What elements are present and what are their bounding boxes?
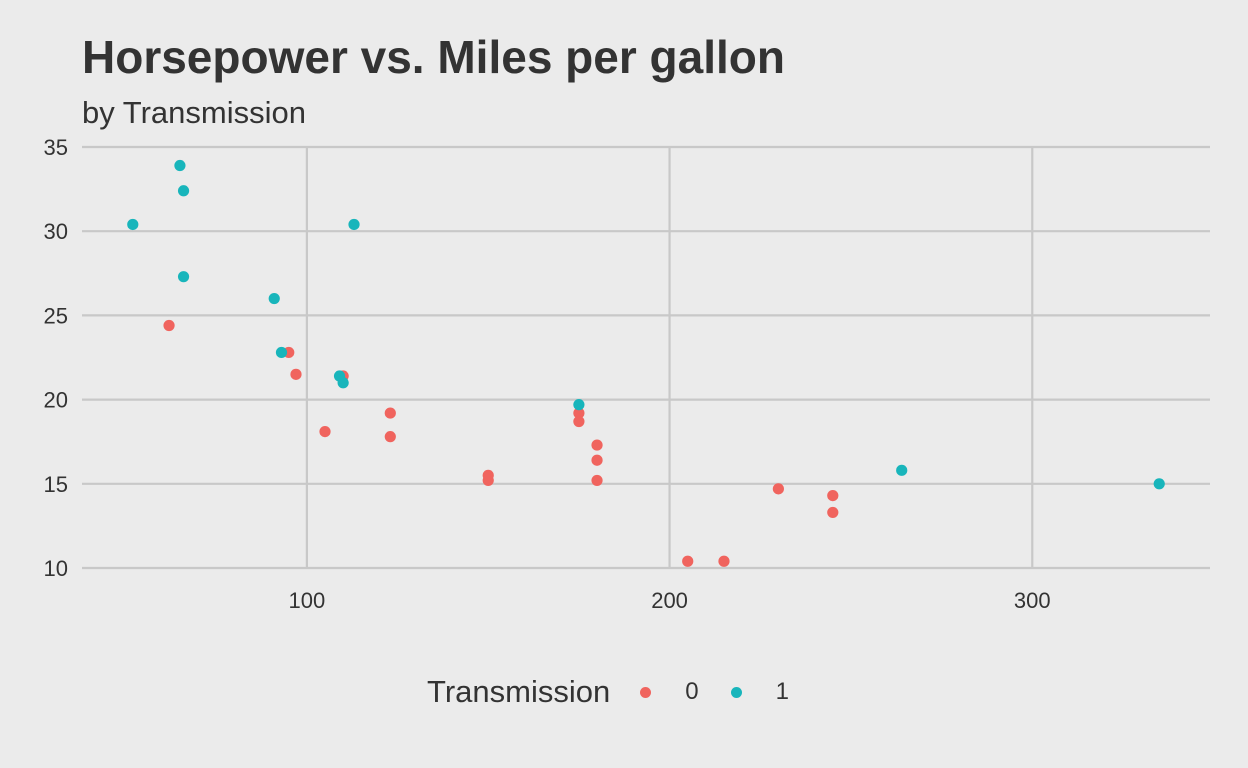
data-point-series-0 (591, 439, 603, 451)
legend-title: Transmission (427, 674, 611, 709)
data-point-series-1 (896, 464, 908, 476)
data-point-series-0 (163, 319, 175, 332)
data-point-series-1 (174, 159, 186, 172)
data-point-series-0 (384, 431, 396, 443)
data-point-series-1 (573, 399, 585, 411)
data-point-series-0 (482, 474, 494, 487)
data-point-series-0 (591, 474, 603, 487)
data-point-series-1 (177, 271, 190, 283)
data-point-series-0 (384, 407, 396, 419)
grid-lines (82, 145, 1210, 570)
x-tick-label: 300 (1014, 588, 1051, 613)
y-tick-label: 20 (44, 388, 68, 413)
legend-label-1: 1 (775, 678, 789, 705)
axis-tick-labels: 10 15 20 25 30 35 100 200 300 (44, 135, 1051, 613)
legend-label-0: 0 (685, 678, 699, 705)
y-tick-label: 10 (44, 556, 68, 581)
data-point-series-1 (275, 346, 288, 359)
data-point-series-0 (718, 555, 730, 567)
y-tick-label: 25 (44, 303, 68, 328)
data-point-series-0 (682, 555, 694, 567)
data-point-series-1 (177, 185, 190, 197)
chart-subtitle: by Transmission (82, 95, 306, 130)
legend-item-0: 0 (640, 678, 699, 706)
legend-key-0 (640, 686, 652, 698)
chart-title: Horsepower vs. Miles per gallon (82, 31, 785, 83)
data-point-series-0 (290, 368, 302, 380)
data-points (127, 159, 1165, 567)
data-point-series-1 (127, 218, 139, 231)
legend: Transmission 0 1 (0, 670, 1248, 714)
y-tick-label: 30 (44, 219, 68, 244)
legend-item-1: 1 (730, 678, 789, 706)
data-point-series-0 (827, 489, 839, 502)
legend-key-1 (730, 686, 742, 698)
data-point-series-1 (348, 218, 360, 231)
x-tick-label: 100 (289, 588, 326, 613)
y-tick-label: 15 (44, 472, 68, 497)
data-point-series-0 (591, 454, 603, 466)
x-tick-label: 200 (651, 588, 688, 613)
data-point-series-0 (319, 425, 331, 438)
data-point-series-0 (772, 483, 784, 495)
data-point-series-0 (573, 415, 585, 428)
data-point-series-0 (573, 407, 585, 419)
y-tick-label: 35 (44, 135, 68, 160)
data-point-series-0 (827, 506, 839, 519)
data-point-series-1 (1153, 478, 1165, 490)
data-point-series-1 (333, 370, 346, 382)
data-point-series-1 (268, 292, 280, 305)
